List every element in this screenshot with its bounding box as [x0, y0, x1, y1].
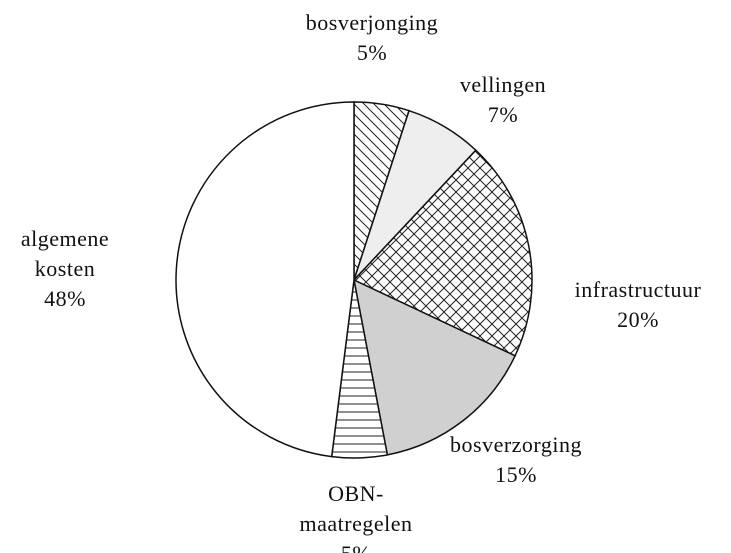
slice-label: infrastructuur 20%: [575, 275, 702, 335]
category-label: bosverjonging: [305, 10, 439, 35]
category-label: bosverzorging: [450, 432, 582, 457]
category-label: OBN-maatregelen: [299, 481, 413, 536]
category-label: algemene kosten: [20, 226, 110, 281]
slice-label: vellingen 7%: [460, 70, 546, 130]
value-label: 15%: [495, 462, 537, 487]
slice-label: bosverzorging 15%: [450, 430, 582, 490]
value-label: 48%: [44, 286, 86, 311]
value-label: 7%: [487, 102, 519, 127]
pie-slice: [175, 101, 355, 458]
category-label: vellingen: [459, 72, 547, 97]
slice-label: algemene kosten 48%: [10, 224, 120, 314]
category-label: infrastructuur: [574, 277, 702, 302]
value-label: 5%: [291, 539, 421, 553]
slice-label: OBN-maatregelen 5%: [291, 479, 421, 553]
pie-slice: [352, 149, 533, 357]
value-label: 5%: [356, 40, 388, 65]
value-label: 20%: [617, 307, 659, 332]
pie-slice: [352, 278, 517, 456]
slice-label: bosverjonging 5%: [306, 8, 438, 68]
